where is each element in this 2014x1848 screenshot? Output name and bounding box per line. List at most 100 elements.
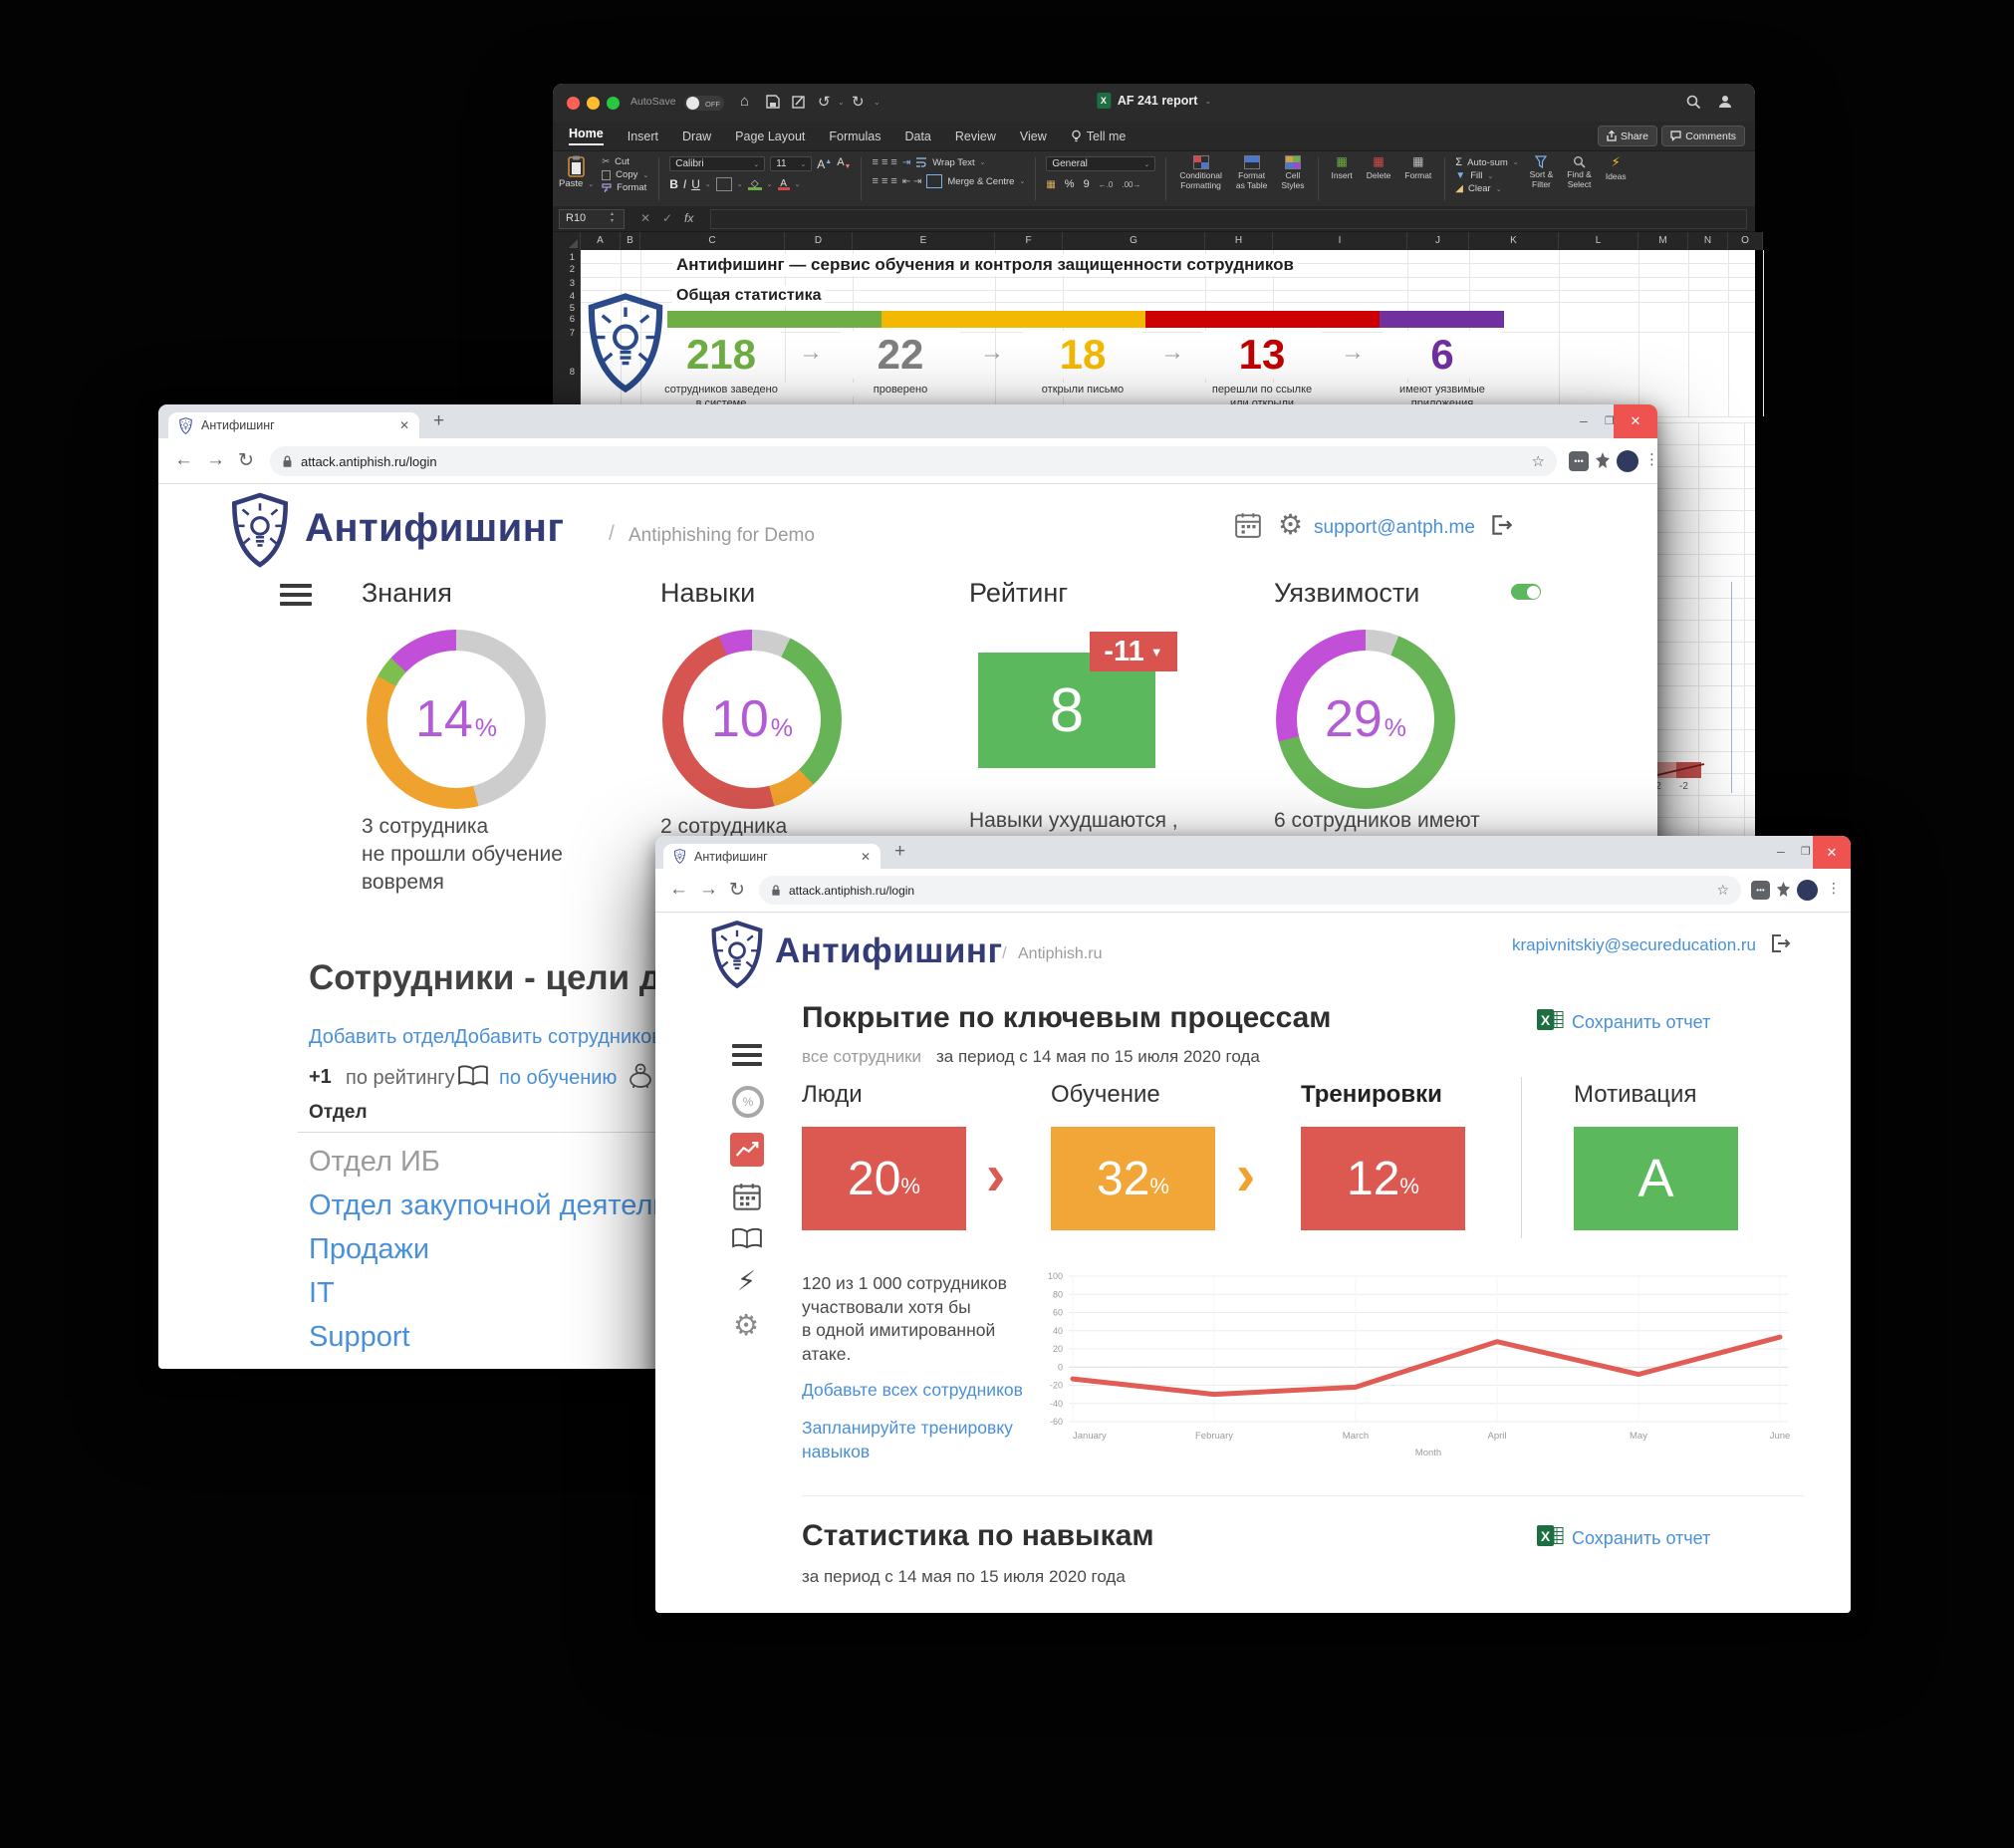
address-box[interactable]: attack.antiphish.ru/login ☆	[270, 446, 1557, 476]
window-maximize-button[interactable]: ❐	[1605, 415, 1615, 427]
schedule-calendar-icon[interactable]	[1234, 511, 1262, 544]
extensions-grid-icon[interactable]: •••	[1751, 881, 1770, 900]
department-row[interactable]: Отдел ИБ	[309, 1146, 440, 1178]
sidebar-settings-icon[interactable]: ⚙	[733, 1310, 759, 1342]
extensions-grid-icon[interactable]: •••	[1569, 451, 1589, 471]
column-header[interactable]: I	[1273, 232, 1407, 250]
comments-button[interactable]: Comments	[1661, 126, 1745, 146]
window-close-button[interactable]: ✕	[1813, 836, 1851, 869]
column-header[interactable]: O	[1728, 232, 1763, 250]
toolbar-more-icon[interactable]: ⌄	[874, 98, 881, 107]
insert-cells-button[interactable]: ▦ Insert	[1331, 154, 1353, 180]
row-header[interactable]: 5	[569, 303, 575, 314]
sidebar-book-icon[interactable]	[731, 1226, 763, 1256]
delete-cells-button[interactable]: ▦ Delete	[1366, 154, 1391, 180]
number-format-select[interactable]: General ⌄	[1046, 156, 1156, 171]
format-as-table-button[interactable]: Format as Table	[1233, 155, 1271, 202]
reload-icon[interactable]: ↻	[238, 450, 254, 471]
new-tab-button[interactable]: +	[894, 841, 906, 862]
sidebar-calendar-icon[interactable]	[732, 1182, 762, 1216]
compose-icon[interactable]	[792, 95, 806, 114]
sidebar-lightning-icon[interactable]: ⚡	[737, 1266, 756, 1296]
column-header[interactable]: B	[621, 232, 640, 250]
row-header[interactable]: 2	[569, 264, 575, 275]
logout-icon[interactable]	[1488, 512, 1514, 543]
reload-icon[interactable]: ↻	[729, 880, 745, 901]
add-department-link[interactable]: Добавить отдел	[309, 1026, 455, 1048]
department-row[interactable]: Продажи	[309, 1233, 430, 1265]
column-header[interactable]: L	[1559, 232, 1638, 250]
extension-pin-icon[interactable]	[1594, 450, 1612, 475]
format-cells-button[interactable]: ▦ Format	[1404, 154, 1432, 180]
undo-icon[interactable]: ↺	[818, 94, 831, 111]
column-header[interactable]: D	[785, 232, 853, 250]
browser-tab[interactable]: Антифишинг ✕	[168, 412, 419, 438]
department-row[interactable]: Support	[309, 1321, 410, 1353]
department-row[interactable]: IT	[309, 1277, 335, 1309]
ribbon-tab-view[interactable]: View	[1019, 129, 1047, 143]
font-name-select[interactable]: Calibri ⌄	[669, 156, 766, 171]
window-minimize-button[interactable]: –	[1777, 843, 1785, 859]
editing-group[interactable]: Σ Auto-sum ⌄ ▼ Fill ⌄ ◢ Clear ⌄	[1455, 156, 1519, 194]
cancel-entry-icon[interactable]: ✕	[640, 211, 651, 225]
window-close-button[interactable]: ✕	[1614, 404, 1657, 438]
account-email-link[interactable]: krapivnitskiy@secureducation.ru	[1512, 935, 1756, 954]
font-group[interactable]: Calibri ⌄ 11 ⌄ A▲ A▼ B I U ⌄ ⌄ ◇ ⌄ A ⌄	[669, 156, 852, 191]
column-header[interactable]: K	[1469, 232, 1559, 250]
profile-avatar[interactable]	[1797, 880, 1818, 901]
font-size-select[interactable]: 11 ⌄	[770, 156, 813, 171]
ribbon-tab-formulas[interactable]: Formulas	[829, 129, 881, 143]
formula-input[interactable]	[710, 209, 1747, 229]
column-header[interactable]: N	[1688, 232, 1728, 250]
ribbon-tab-review[interactable]: Review	[954, 129, 996, 143]
tab-close-icon[interactable]: ✕	[860, 849, 871, 864]
column-header[interactable]: E	[853, 232, 995, 250]
ribbon-tab-data[interactable]: Data	[904, 129, 931, 143]
sidebar-percent-icon[interactable]: %	[732, 1086, 764, 1118]
vulnerabilities-toggle[interactable]	[1511, 584, 1541, 600]
ribbon-tab-insert[interactable]: Insert	[627, 129, 658, 143]
browser-menu-icon[interactable]: ⋮	[1644, 451, 1659, 468]
row-header[interactable]: 3	[569, 278, 575, 289]
undo-dropdown-icon[interactable]: ⌄	[838, 98, 845, 107]
plan-training-link[interactable]: Запланируйте тренировку навыков	[802, 1418, 1013, 1461]
clipboard-group[interactable]: ✂ Cut Copy ⌄ Format	[602, 156, 649, 193]
find-select-button[interactable]: Find & Select	[1564, 155, 1595, 202]
save-icon[interactable]	[766, 95, 780, 114]
ideas-button[interactable]: ⚡ Ideas	[1605, 154, 1627, 181]
profile-avatar[interactable]	[1617, 450, 1638, 472]
column-header[interactable]: G	[1063, 232, 1205, 250]
back-icon[interactable]: ←	[174, 449, 193, 470]
column-header[interactable]: A	[581, 232, 621, 250]
row-header[interactable]: 6	[569, 314, 575, 325]
row-header[interactable]: 1	[569, 252, 575, 263]
paste-group[interactable]: Paste ⌄	[559, 155, 594, 202]
confirm-entry-icon[interactable]: ✓	[662, 211, 673, 225]
cell-name-box[interactable]: R10	[559, 209, 625, 229]
number-group[interactable]: General ⌄ ▦% 9 ←.0.00→	[1046, 155, 1156, 202]
logout-icon[interactable]	[1768, 931, 1792, 960]
borders-icon[interactable]	[715, 177, 732, 191]
ribbon-tab-page-layout[interactable]: Page Layout	[735, 129, 806, 143]
fill-color-icon[interactable]: ◇	[747, 178, 762, 190]
conditional-formatting-button[interactable]: Conditional Formatting	[1176, 155, 1225, 202]
row-header[interactable]: 4	[569, 291, 575, 302]
extension-pin-icon[interactable]	[1775, 880, 1792, 904]
mac-zoom-button[interactable]	[607, 97, 620, 110]
address-box[interactable]: attack.antiphish.ru/login ☆	[759, 876, 1741, 905]
select-all-corner[interactable]	[553, 232, 581, 250]
save-report-link[interactable]: Сохранить отчет	[1572, 1528, 1711, 1548]
window-maximize-button[interactable]: ❐	[1801, 846, 1811, 858]
home-icon[interactable]: ⌂	[740, 93, 750, 110]
menu-hamburger-icon[interactable]	[280, 584, 312, 611]
row-header[interactable]: 7	[569, 328, 575, 339]
ribbon-tab-tell-me[interactable]: Tell me	[1071, 130, 1126, 143]
column-header[interactable]: M	[1638, 232, 1688, 250]
department-row[interactable]: Отдел закупочной деятельно	[309, 1189, 700, 1221]
window-minimize-button[interactable]: –	[1580, 412, 1588, 428]
browser-tab[interactable]: Антифишинг ✕	[663, 844, 881, 869]
period-label[interactable]: за период с 14 мая по 15 июля 2020 года	[936, 1047, 1260, 1066]
back-icon[interactable]: ←	[669, 879, 688, 900]
sidebar-menu-icon[interactable]	[732, 1044, 762, 1071]
ribbon-tab-home[interactable]: Home	[569, 127, 604, 145]
